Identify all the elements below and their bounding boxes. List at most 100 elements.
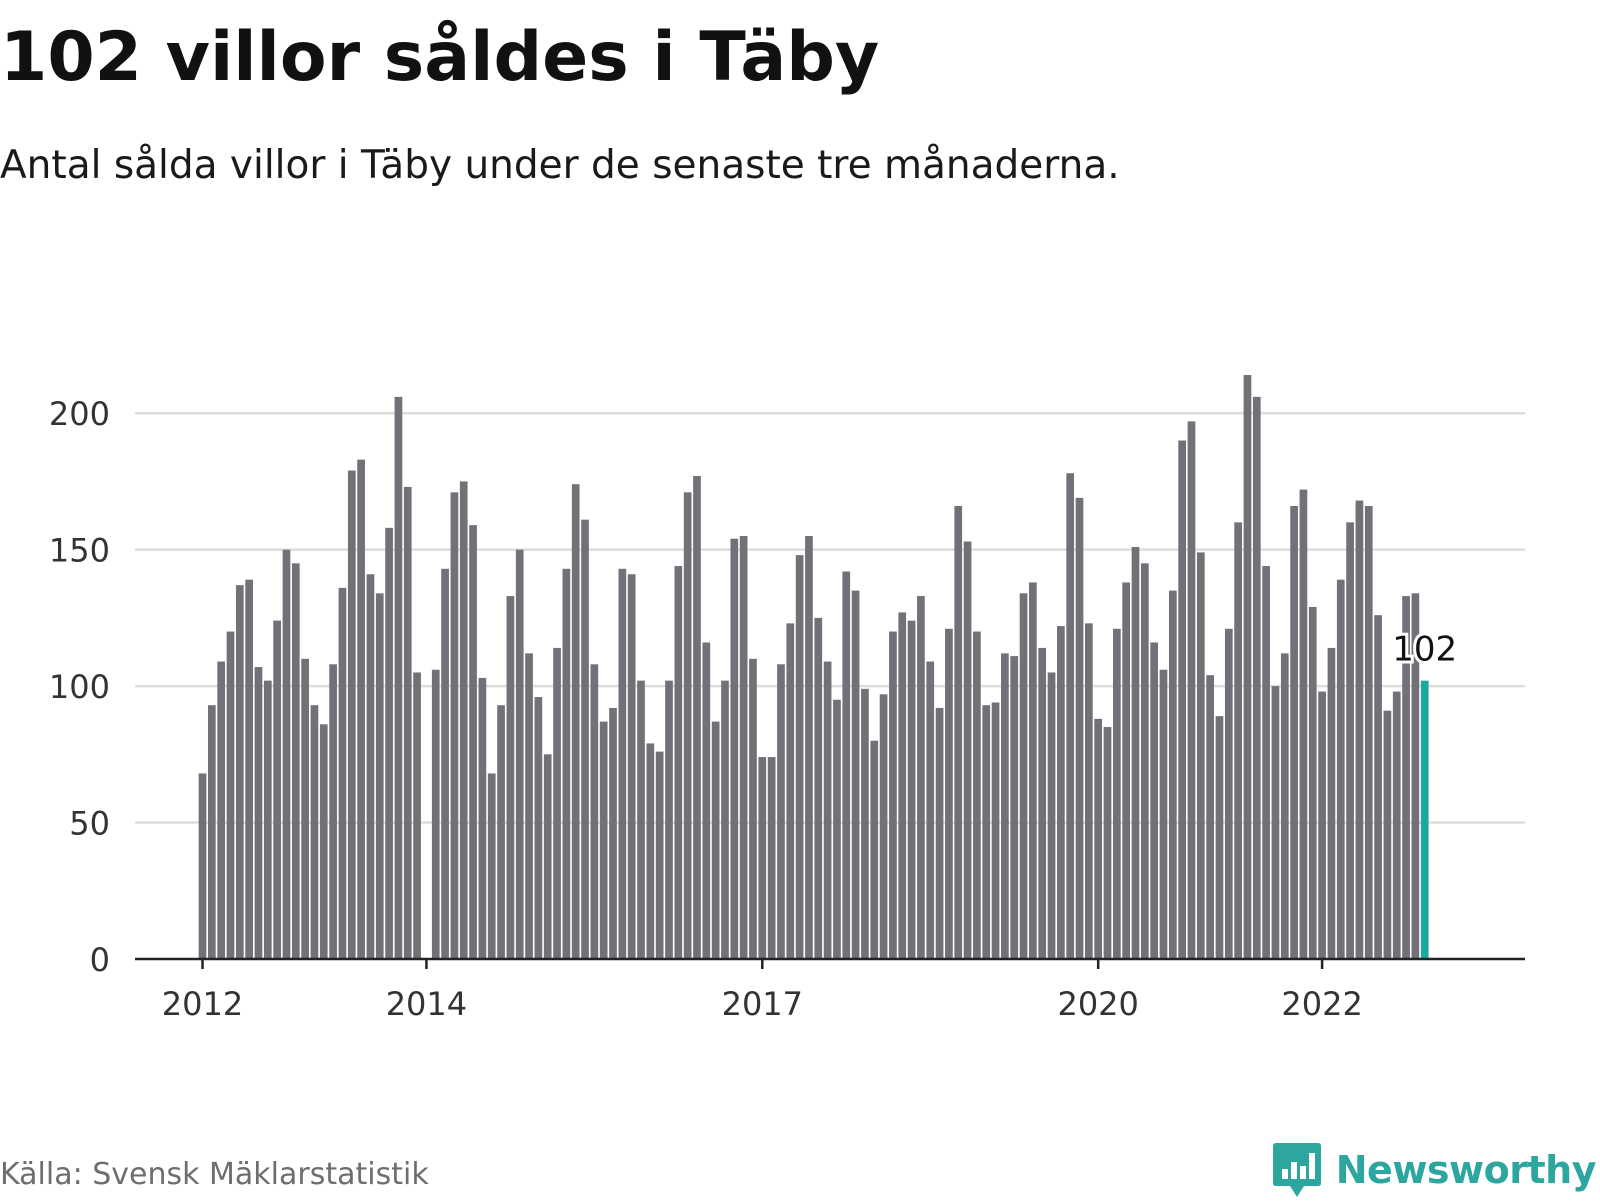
bar (665, 680, 673, 959)
bar (310, 705, 319, 959)
newsworthy-logo[interactable]: Newsworthy (1272, 1138, 1597, 1202)
bar (879, 694, 888, 959)
bar (618, 568, 627, 959)
bar (693, 475, 701, 959)
bar (982, 705, 991, 959)
bar (497, 705, 505, 959)
bar (413, 672, 421, 959)
bar (562, 568, 571, 959)
x-tick-label: 2014 (386, 985, 467, 1023)
bar (851, 590, 860, 959)
bar (1299, 489, 1308, 959)
bar (711, 721, 720, 959)
bar (702, 642, 711, 959)
bar (459, 481, 468, 959)
bar (273, 620, 281, 959)
bar (301, 658, 309, 959)
bar (357, 459, 365, 959)
bar (1131, 546, 1140, 959)
bar (515, 549, 524, 959)
bar (674, 566, 683, 959)
bar (637, 680, 645, 959)
bar (217, 661, 226, 959)
bar (1178, 440, 1186, 959)
bar (1038, 647, 1047, 959)
chart-subtitle: Antal sålda villor i Täby under de senas… (0, 143, 1120, 188)
bar (1019, 593, 1028, 959)
bars (198, 375, 1429, 960)
bar (749, 658, 757, 959)
bar (1383, 710, 1392, 959)
newsworthy-bar-chart-logo-icon (1272, 1143, 1321, 1197)
y-tick-label: 150 (49, 532, 110, 570)
bar (347, 470, 356, 959)
bar (1159, 669, 1168, 959)
bar (935, 707, 944, 959)
bar (375, 593, 384, 959)
bar (870, 740, 879, 959)
bar (777, 664, 785, 959)
bar (861, 688, 869, 959)
highlight-value-label: 102 (1392, 630, 1457, 670)
bar (571, 484, 580, 959)
bar (721, 680, 729, 959)
bar (282, 549, 291, 959)
bar (1168, 590, 1177, 959)
bar (469, 525, 477, 959)
bar-highlight (1420, 680, 1429, 959)
bar-chart: 0 50 100 150 200 2012 2014 2017 2020 2022 102 (49, 375, 1525, 1023)
brand-name: Newsworthy (1335, 1148, 1597, 1192)
bar (1047, 672, 1056, 959)
bar (945, 628, 953, 959)
bar (245, 579, 253, 959)
bar (366, 574, 375, 959)
bar (1374, 615, 1382, 959)
bar (403, 486, 412, 959)
bar (889, 631, 897, 959)
bar (963, 541, 972, 959)
bar (758, 757, 767, 959)
bar (1150, 642, 1159, 959)
bar (329, 664, 337, 959)
y-tick-label: 50 (69, 805, 110, 843)
bar (1112, 628, 1121, 959)
bar (1001, 653, 1009, 959)
bar (767, 757, 776, 959)
bar (1187, 421, 1196, 959)
bar (1252, 396, 1261, 960)
bar (646, 743, 655, 959)
bar (1308, 606, 1317, 959)
bar (581, 519, 589, 959)
bar (1318, 691, 1326, 959)
bar (655, 751, 664, 959)
bar (1057, 626, 1065, 959)
bar (441, 568, 449, 959)
bar (394, 396, 403, 960)
bar (786, 623, 795, 959)
bar (525, 653, 533, 959)
bar (263, 680, 272, 959)
bar (1010, 656, 1019, 959)
bar (599, 721, 608, 959)
bar (431, 669, 440, 959)
bar (506, 596, 515, 959)
bar (553, 647, 561, 959)
bar (973, 631, 981, 959)
bar (1085, 623, 1093, 959)
bar (1280, 653, 1289, 959)
bar (1215, 716, 1224, 959)
bar (1290, 506, 1298, 959)
bar (1122, 582, 1131, 959)
chart-title: 102 villor såldes i Täby (0, 18, 880, 97)
bar (534, 697, 543, 959)
bar (319, 724, 328, 959)
bar (907, 620, 916, 959)
bar (1327, 647, 1336, 959)
bar (823, 661, 832, 959)
bar (805, 536, 813, 959)
bar (739, 536, 748, 959)
bar (1392, 691, 1401, 959)
bar (1206, 675, 1214, 959)
y-tick-label: 200 (49, 395, 110, 433)
y-axis-tick-labels: 0 50 100 150 200 (49, 395, 110, 979)
